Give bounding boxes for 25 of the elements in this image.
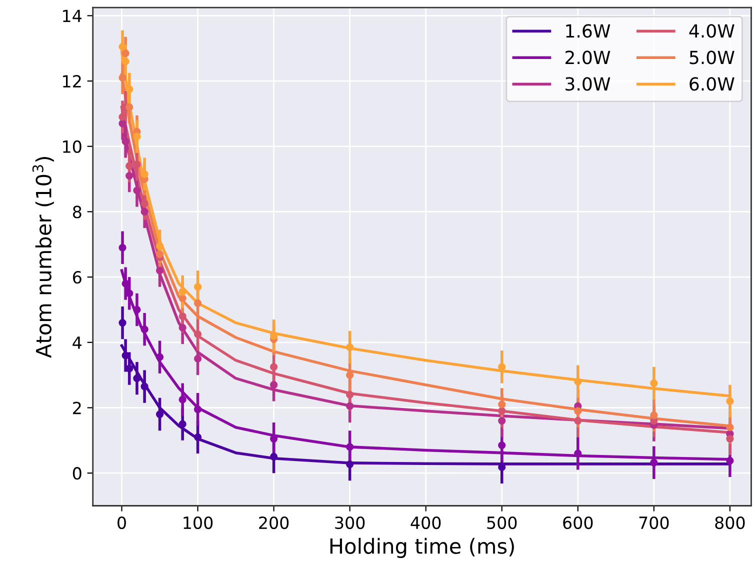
x-tick-label: 800 [715, 516, 745, 530]
legend-label: 2.0W [566, 50, 610, 64]
y-tick-label: 14 [63, 10, 82, 22]
y-tick-label: 6 [73, 271, 82, 284]
x-tick-label: 500 [487, 516, 517, 530]
y-axis-title: Atom number (10$^{3}$) [32, 157, 54, 358]
y-tick-label: 8 [72, 206, 82, 218]
y-tick-label: 2 [73, 402, 81, 414]
x-tick-label: 300 [335, 516, 365, 530]
legend-label: 6.0W [690, 77, 734, 91]
x-tick-label: 100 [184, 516, 213, 530]
x-tick-label: 700 [639, 516, 669, 530]
y-tick-label: 4 [72, 336, 82, 349]
legend-label: 5.0W [690, 50, 734, 64]
y-tick-label: 10 [63, 140, 82, 153]
legend-label: 4.0W [689, 24, 734, 38]
legend-label: 3.0W [566, 77, 610, 91]
legend-label: 1.6W [566, 24, 610, 38]
x-axis-title: Holding time (ms) [330, 538, 514, 558]
x-tick-label: 400 [410, 516, 441, 530]
x-tick-label: 200 [259, 516, 289, 530]
y-tick-label: 0 [72, 467, 82, 480]
x-tick-label: 600 [563, 516, 593, 530]
x-tick-label: 0 [118, 516, 126, 530]
y-tick-label: 12 [63, 74, 81, 88]
